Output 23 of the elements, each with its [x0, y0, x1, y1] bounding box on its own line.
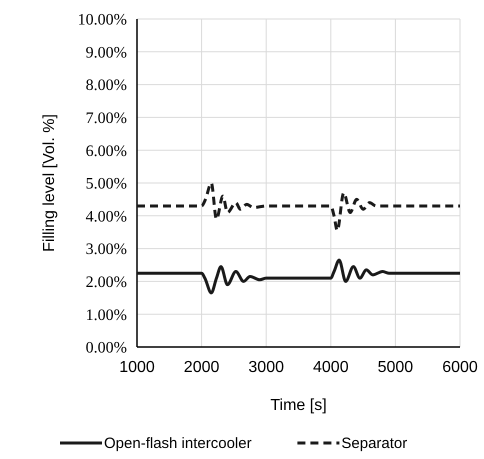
y-tick-label: 8.00% — [86, 77, 127, 94]
x-tick-label: 4000 — [313, 359, 349, 376]
x-tick-label: 2000 — [184, 359, 220, 376]
y-tick-label: 7.00% — [86, 110, 127, 127]
x-axis-title: Time [s] — [270, 397, 327, 414]
y-tick-label: 9.00% — [86, 44, 127, 62]
legend-label: Separator — [341, 435, 408, 452]
y-tick-label: 10.00% — [78, 12, 127, 29]
x-tick-label: 3000 — [248, 359, 284, 376]
line-series — [136, 182, 462, 232]
x-tick-label: 5000 — [378, 359, 414, 376]
x-tick-label: 1000 — [119, 359, 155, 376]
y-tick-label: 1.00% — [86, 306, 127, 324]
y-tick-label: 2.00% — [86, 274, 127, 291]
y-tick-label: 5.00% — [86, 176, 127, 193]
y-tick-label: 0.00% — [86, 340, 127, 357]
y-axis-title: Filling level [Vol. %] — [41, 114, 58, 252]
y-tick-label: 4.00% — [86, 208, 127, 226]
y-tick-label: 3.00% — [86, 241, 127, 258]
line-series — [136, 258, 462, 294]
x-tick-label: 6000 — [442, 359, 478, 376]
y-tick-label: 6.00% — [86, 142, 127, 160]
legend-label: Open-flash intercooler — [104, 435, 252, 452]
